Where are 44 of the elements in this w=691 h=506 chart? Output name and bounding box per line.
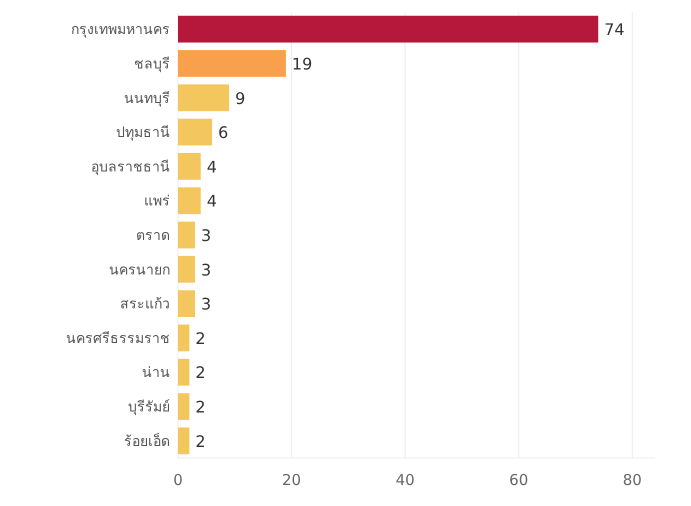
y-tick-label: อุบลราชธานี — [91, 159, 170, 176]
y-tick-label: น่าน — [142, 365, 170, 382]
bar — [178, 153, 201, 180]
data-label: 2 — [195, 398, 206, 417]
data-label: 19 — [292, 54, 312, 74]
data-label: 74 — [604, 20, 625, 40]
bar — [178, 187, 201, 214]
bar — [178, 84, 230, 112]
bar — [178, 118, 212, 146]
data-label: 4 — [206, 157, 217, 176]
y-tick-label: กรุงเทพมหานคร — [71, 22, 170, 38]
y-tick-label: นครนายก — [109, 262, 170, 278]
data-label: 3 — [201, 294, 212, 314]
bar — [178, 393, 190, 420]
y-tick-label: ร้อยเอ็ด — [124, 432, 170, 450]
bar — [178, 50, 286, 77]
data-label: 2 — [195, 328, 206, 348]
bar — [178, 222, 196, 248]
x-tick-label: 80 — [622, 471, 642, 489]
data-label: 2 — [195, 363, 206, 382]
y-tick-label: นนทบุรี — [124, 90, 170, 107]
y-tick-label: ตราด — [136, 228, 170, 244]
x-tick-label: 20 — [282, 471, 302, 489]
bar — [178, 256, 196, 283]
y-tick-label: นครศรีธรรมราช — [66, 330, 170, 347]
data-label: 4 — [206, 192, 217, 211]
x-tick-label: 60 — [509, 471, 528, 489]
bar — [178, 324, 190, 352]
y-tick-label: บุรีรัมย์ — [128, 398, 170, 416]
data-label: 6 — [218, 123, 228, 142]
bar — [178, 16, 598, 43]
data-label: 3 — [201, 226, 212, 245]
y-tick-label: ปทุมธานี — [116, 125, 170, 142]
y-tick-label: ชลบุรี — [134, 56, 170, 72]
bar — [178, 290, 196, 317]
data-label: 3 — [201, 260, 212, 280]
x-tick-label: 0 — [173, 471, 183, 489]
x-tick-label: 40 — [396, 471, 415, 489]
bar — [178, 358, 190, 386]
data-label: 2 — [195, 432, 206, 451]
y-tick-label: แพร่ — [144, 194, 170, 210]
y-tick-label: สระแก้ว — [120, 296, 170, 313]
bar — [178, 427, 190, 454]
data-label: 9 — [235, 88, 246, 108]
